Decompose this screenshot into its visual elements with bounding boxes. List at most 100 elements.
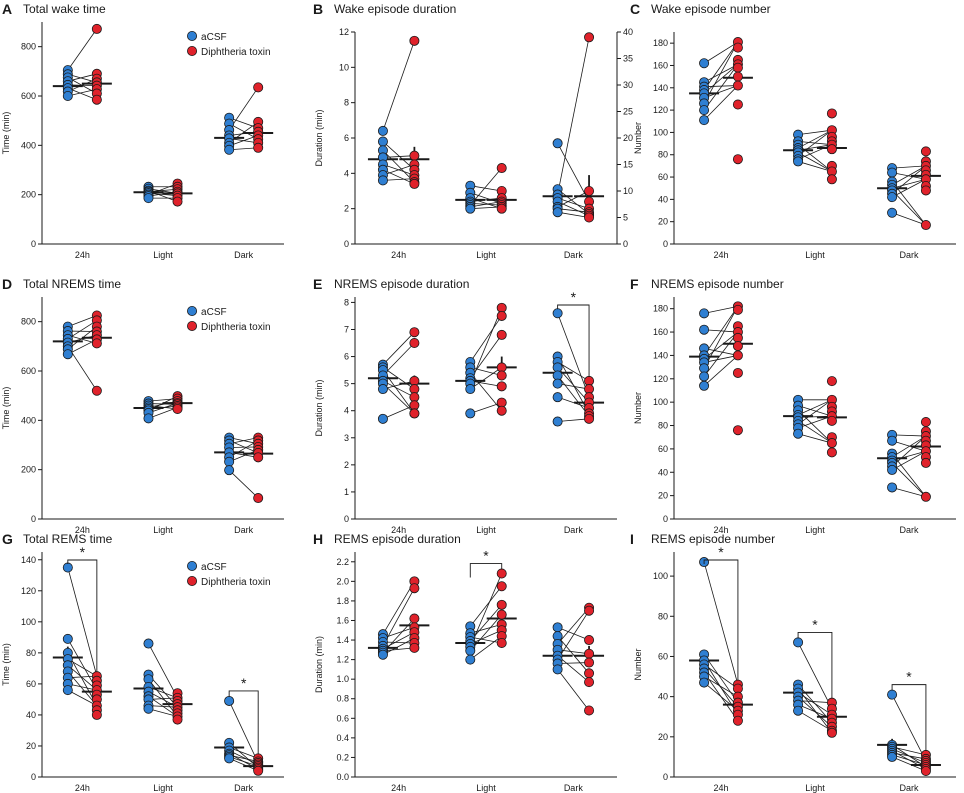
y-tick-label: 0.6 <box>336 713 349 723</box>
point-dt <box>732 42 743 53</box>
x-category-label: Dark <box>234 783 254 793</box>
y-tick-label: 4 <box>344 406 349 416</box>
significance-star: * <box>812 616 818 632</box>
point-acsf <box>465 408 476 419</box>
pair-line <box>557 626 590 641</box>
pair-line <box>703 668 739 707</box>
legend: aCSF Diphtheria toxin <box>187 30 271 58</box>
pair-line <box>703 682 739 712</box>
point-dt <box>732 154 743 165</box>
pair-line <box>382 178 415 181</box>
point-acsf <box>887 751 898 762</box>
pair-line <box>557 607 590 645</box>
point-acsf <box>62 633 73 644</box>
x-category-label: Dark <box>899 250 919 260</box>
point-dt <box>732 425 743 436</box>
pair-line <box>148 643 178 699</box>
y-tick-label: 120 <box>653 105 668 115</box>
y-tick-label: 5 <box>344 379 349 389</box>
point-dt <box>584 212 595 223</box>
point-dt <box>409 150 420 161</box>
panel-letter: A <box>2 1 12 17</box>
x-category-label: Light <box>805 250 825 260</box>
pair-line <box>797 433 833 444</box>
point-acsf <box>699 380 710 391</box>
point-acsf <box>552 664 563 675</box>
bracket-line <box>469 563 503 578</box>
x-category-label: 24h <box>75 525 90 535</box>
point-dt <box>409 35 420 46</box>
y-tick-label: 0 <box>31 772 36 782</box>
point-dt <box>826 727 837 738</box>
point-dt <box>496 637 507 648</box>
point-dt <box>496 599 507 610</box>
x-category-label: 24h <box>391 525 406 535</box>
pair-line <box>67 567 98 677</box>
y-tick-label: 3 <box>344 433 349 443</box>
pair-line <box>470 197 502 202</box>
y2-tick-label: 10 <box>623 186 633 196</box>
point-dt <box>496 381 507 392</box>
x-category-label: Dark <box>899 525 919 535</box>
y-axis-label: Number <box>633 648 643 680</box>
legend-label-dt: Diphtheria toxin <box>201 47 270 58</box>
y-tick-label: 100 <box>653 127 668 137</box>
y2-tick-label: 15 <box>623 160 633 170</box>
pair-line <box>703 331 739 377</box>
y-tick-label: 400 <box>21 140 36 150</box>
bracket-line <box>797 631 833 699</box>
legend-label-acsf: aCSF <box>201 307 227 318</box>
significance-star: * <box>906 669 912 685</box>
point-dt <box>732 71 743 82</box>
y-tick-label: 1.8 <box>336 596 349 606</box>
point-acsf <box>552 138 563 149</box>
bracket-line <box>703 559 739 681</box>
panel-title: REMS episode duration <box>334 532 461 546</box>
y-tick-label: 40 <box>26 710 36 720</box>
point-acsf <box>377 649 388 660</box>
x-category-label: Light <box>476 525 496 535</box>
bracket-line <box>228 690 259 755</box>
point-dt <box>584 668 595 679</box>
pair-line <box>469 614 503 652</box>
y-tick-label: 10 <box>339 62 349 72</box>
y-tick-label: 120 <box>653 374 668 384</box>
point-acsf <box>793 637 804 648</box>
point-dt <box>91 23 102 34</box>
significance-bracket: * <box>703 544 739 681</box>
pair-line <box>891 165 927 186</box>
y-tick-label: 2 <box>344 460 349 470</box>
y-tick-label: 12 <box>339 27 349 37</box>
point-dt <box>584 635 595 646</box>
point-acsf <box>793 705 804 716</box>
pair-line <box>703 41 739 64</box>
pair-line <box>703 85 739 99</box>
point-dt <box>91 338 102 349</box>
pair-line <box>797 688 833 734</box>
legend-label-acsf: aCSF <box>201 562 227 573</box>
point-dt <box>826 376 837 387</box>
y-tick-label: 80 <box>658 611 668 621</box>
x-category-label: Dark <box>234 250 254 260</box>
point-dt <box>826 438 837 449</box>
point-dt <box>826 144 837 155</box>
panel-letter: C <box>630 1 640 17</box>
pair-line <box>382 383 415 414</box>
y-axis-label: Time (min) <box>1 112 11 155</box>
x-category-label: Light <box>805 783 825 793</box>
pair-line <box>797 420 833 444</box>
bracket-line <box>557 304 590 377</box>
pair-line <box>469 315 503 363</box>
pair-line <box>703 41 739 91</box>
y2-tick-label: 5 <box>623 213 628 223</box>
point-acsf <box>552 392 563 403</box>
panel-title: Total wake time <box>23 2 106 16</box>
pair-line <box>703 85 739 121</box>
point-acsf <box>552 622 563 633</box>
point-dt <box>584 705 595 716</box>
pair-line <box>557 383 590 390</box>
point-acsf <box>552 207 563 218</box>
pair-line <box>470 192 502 204</box>
y-axis-label: Duration (min) <box>314 636 324 693</box>
legend-label-acsf: aCSF <box>201 32 227 43</box>
